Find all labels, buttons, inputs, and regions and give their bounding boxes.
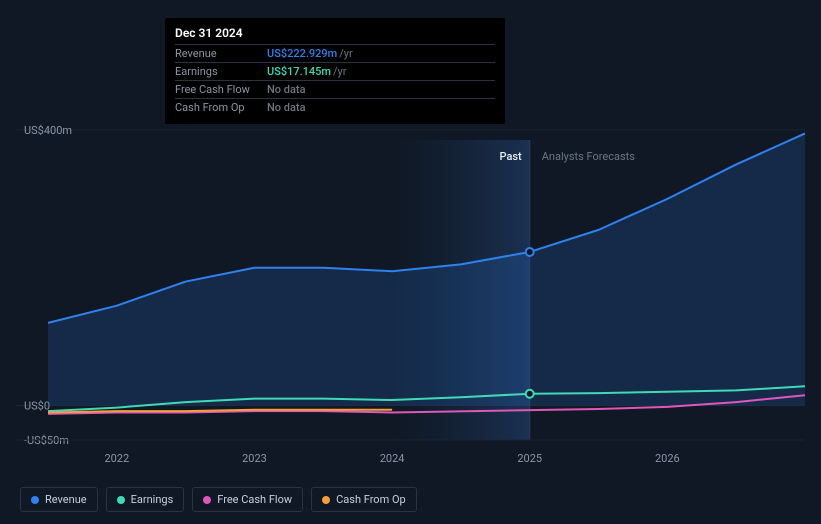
legend-dot-icon <box>31 496 39 504</box>
legend-label: Earnings <box>131 493 174 506</box>
legend-dot-icon <box>322 496 330 504</box>
x-axis-label: 2023 <box>242 452 267 465</box>
tooltip-metric-label: Earnings <box>175 65 267 78</box>
legend-item-revenue[interactable]: Revenue <box>20 487 98 512</box>
legend-dot-icon <box>203 496 211 504</box>
tooltip-metric-unit: /yr <box>339 47 352 60</box>
x-axis-label: 2022 <box>104 452 129 465</box>
x-axis-label: 2024 <box>380 452 405 465</box>
tooltip-metric-value: No data <box>267 83 306 96</box>
tooltip-metric-value: US$17.145m <box>267 65 331 78</box>
legend-label: Free Cash Flow <box>217 493 292 506</box>
tooltip-metric-label: Revenue <box>175 47 267 60</box>
x-axis-label: 2025 <box>517 452 542 465</box>
tooltip-row: Free Cash FlowNo data <box>175 80 495 98</box>
tooltip-row: Cash From OpNo data <box>175 98 495 116</box>
tooltip-metric-label: Free Cash Flow <box>175 83 267 96</box>
legend-item-fcf[interactable]: Free Cash Flow <box>192 487 303 512</box>
y-axis-label: US$400m <box>24 124 72 137</box>
legend-item-cfo[interactable]: Cash From Op <box>311 487 417 512</box>
tooltip-row: RevenueUS$222.929m/yr <box>175 44 495 62</box>
forecast-label: Analysts Forecasts <box>542 150 636 163</box>
past-label: Past <box>500 150 523 163</box>
tooltip-metric-value: US$222.929m <box>267 47 337 60</box>
tooltip-date: Dec 31 2024 <box>175 26 495 40</box>
chart-legend: Revenue Earnings Free Cash Flow Cash From O… <box>20 487 417 512</box>
legend-item-earnings[interactable]: Earnings <box>106 487 185 512</box>
tooltip-metric-unit: /yr <box>333 65 346 78</box>
legend-label: Cash From Op <box>336 493 406 506</box>
tooltip-metric-value: No data <box>267 101 306 114</box>
tooltip-row: EarningsUS$17.145m/yr <box>175 62 495 80</box>
legend-label: Revenue <box>45 493 87 506</box>
tooltip-metric-label: Cash From Op <box>175 101 267 114</box>
x-axis-label: 2026 <box>655 452 680 465</box>
y-axis-label: US$0 <box>24 400 50 413</box>
chart-tooltip: Dec 31 2024 RevenueUS$222.929m/yrEarning… <box>165 18 505 124</box>
legend-dot-icon <box>117 496 125 504</box>
